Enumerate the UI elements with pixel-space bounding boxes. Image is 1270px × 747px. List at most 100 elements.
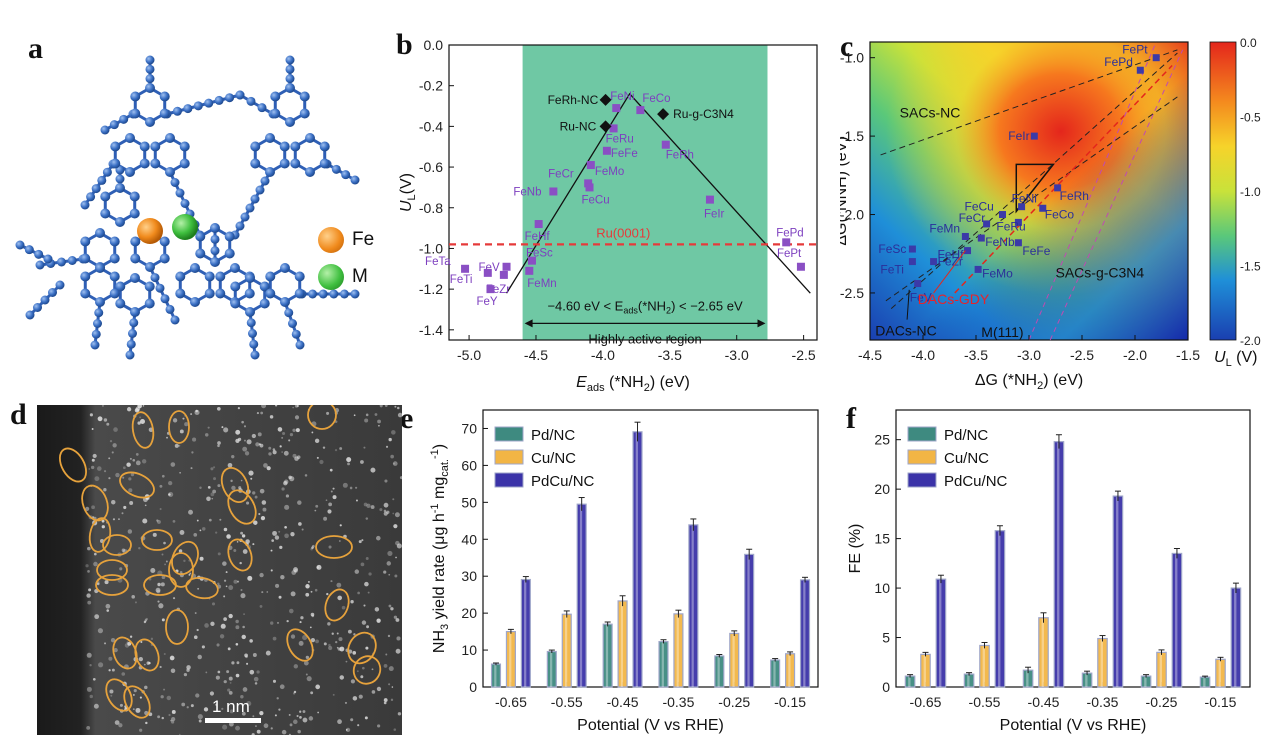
atom-spot: [98, 662, 104, 668]
bar-highlight: [1234, 589, 1237, 687]
carbon-atom: [265, 271, 276, 282]
atom-spot: [397, 712, 402, 716]
legend-swatch: [494, 426, 524, 442]
atom-spot: [297, 500, 302, 505]
bar-highlight: [1116, 497, 1119, 687]
atom-spot: [144, 685, 148, 690]
atom-spot: [290, 591, 296, 597]
atom-spot: [328, 643, 331, 647]
carbon-atom: [95, 228, 105, 238]
carbon-atom: [246, 96, 256, 106]
atom-spot: [299, 621, 302, 624]
highlight-ellipse: [307, 405, 337, 430]
atom-spot: [189, 572, 192, 575]
pointer-line: [933, 250, 966, 294]
atom-spot: [288, 439, 291, 442]
atom-spot: [168, 480, 173, 486]
atom-spot: [388, 666, 394, 672]
atom-spot: [91, 458, 95, 462]
atom-spot: [244, 653, 248, 658]
atom-spot: [250, 477, 253, 480]
atom-spot: [223, 617, 227, 621]
x-tick-label: -2.0: [1123, 347, 1147, 363]
atom-spot: [246, 662, 249, 665]
carbon-atom: [100, 208, 111, 219]
atom-spot: [379, 405, 383, 408]
atom-spot: [338, 540, 341, 542]
atom-spot: [146, 661, 150, 665]
atom-spot: [226, 670, 230, 674]
carbon-atom: [179, 158, 190, 169]
atom-spot: [248, 470, 254, 476]
atom-spot: [390, 607, 394, 611]
atom-spot: [365, 557, 369, 560]
atom-spot: [360, 562, 365, 567]
atom-spot: [191, 451, 194, 454]
data-point-label: FePd: [1104, 55, 1133, 69]
atom-spot: [298, 640, 304, 646]
carbon-atom: [95, 297, 105, 307]
atom-spot: [163, 541, 166, 545]
legend-fe: Fe: [318, 227, 374, 253]
atom-spot: [272, 530, 277, 536]
atom-spot: [144, 619, 148, 622]
carbon-atom: [270, 91, 281, 102]
carbon-atom: [285, 117, 295, 127]
carbon-atom: [299, 91, 310, 102]
atom-spot: [106, 609, 110, 612]
colorbar-tick-label: -1.5: [1240, 260, 1261, 274]
data-point-label: FeNb: [513, 186, 541, 198]
x-tick-label: -0.25: [1146, 694, 1178, 710]
y-tick-label: 60: [461, 457, 477, 473]
bar-highlight: [788, 654, 791, 687]
atom-spot: [239, 561, 242, 565]
atom-spot: [231, 454, 235, 459]
data-point: [527, 256, 536, 265]
atom-spot: [142, 518, 148, 524]
atom-spot: [395, 618, 400, 622]
dashed-trend-line: [880, 49, 1178, 156]
atom-spot: [219, 634, 225, 639]
atom-spot: [160, 582, 165, 587]
carbon-atom: [341, 170, 351, 180]
data-point: [1018, 203, 1026, 211]
atom-spot: [203, 707, 209, 712]
bar-highlight: [509, 632, 512, 687]
x-tick-label: -4.0: [911, 347, 935, 363]
atom-spot: [284, 504, 290, 510]
atom-spot: [244, 439, 246, 442]
atom-spot: [376, 686, 382, 692]
atom-spot: [201, 645, 205, 649]
atom-spot: [371, 690, 376, 694]
atom-spot: [168, 493, 171, 496]
atom-spot: [272, 636, 277, 641]
atom-spot: [235, 673, 240, 678]
atom-spot: [374, 607, 380, 612]
carbon-atom: [225, 93, 235, 103]
atom-spot: [279, 545, 283, 550]
annotation-sacs-g-c3n4: SACs-g-C3N4: [1056, 264, 1145, 280]
atom-spot: [161, 575, 166, 580]
atom-spot: [109, 440, 113, 443]
atom-spot: [270, 727, 273, 730]
atom-spot: [360, 675, 364, 679]
atom-spot: [94, 476, 100, 482]
atom-spot: [166, 695, 172, 701]
atom-spot: [365, 413, 369, 417]
carbon-atom: [100, 125, 110, 135]
atom-spot: [354, 569, 360, 574]
annotation-dacs-nc: DACs-NC: [875, 322, 936, 338]
x-tick-label: -0.15: [774, 694, 806, 710]
atom-spot: [211, 497, 214, 500]
data-point: [586, 161, 595, 170]
x-tick-label: -4.5: [524, 347, 548, 363]
atom-spot: [235, 625, 240, 630]
atom-spot: [121, 548, 126, 552]
atom-spot: [358, 540, 362, 544]
atom-spot: [217, 444, 220, 448]
carbon-atom: [165, 167, 175, 177]
carbon-atom: [55, 280, 65, 290]
atom-spot: [157, 582, 161, 587]
atom-spot: [93, 703, 99, 709]
atom-spot: [316, 564, 322, 570]
